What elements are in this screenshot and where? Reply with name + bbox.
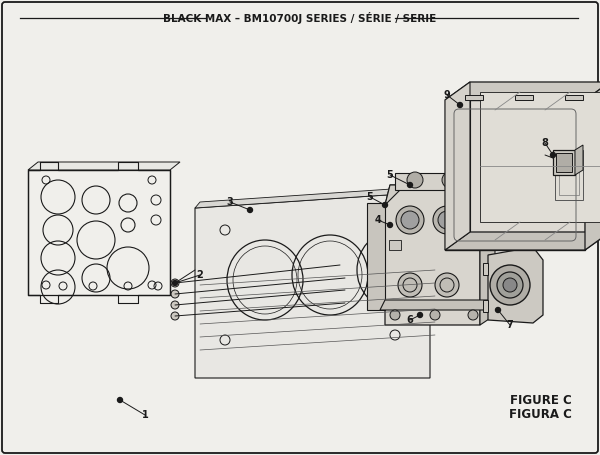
Polygon shape <box>575 145 583 175</box>
Text: 2: 2 <box>197 270 203 280</box>
Polygon shape <box>553 150 575 175</box>
Text: 5: 5 <box>386 170 394 180</box>
Text: 5: 5 <box>367 192 373 202</box>
Text: FIGURA C: FIGURA C <box>509 409 572 421</box>
Circle shape <box>551 152 556 157</box>
Circle shape <box>433 206 461 234</box>
Bar <box>555 150 583 200</box>
Circle shape <box>118 398 122 403</box>
Circle shape <box>388 222 392 228</box>
Circle shape <box>503 278 517 292</box>
Circle shape <box>171 290 179 298</box>
Polygon shape <box>380 300 495 310</box>
Circle shape <box>497 272 523 298</box>
Circle shape <box>390 310 400 320</box>
Polygon shape <box>195 192 430 378</box>
Circle shape <box>438 211 456 229</box>
Circle shape <box>173 280 178 285</box>
Circle shape <box>401 211 419 229</box>
Circle shape <box>407 182 413 187</box>
Polygon shape <box>515 95 533 100</box>
Polygon shape <box>470 82 600 232</box>
Circle shape <box>435 273 459 297</box>
Circle shape <box>468 310 478 320</box>
Polygon shape <box>28 162 180 170</box>
Circle shape <box>458 102 463 107</box>
Circle shape <box>418 313 422 318</box>
Text: 7: 7 <box>506 320 514 330</box>
Text: FIGURE C: FIGURE C <box>510 394 572 406</box>
Polygon shape <box>28 170 170 295</box>
Text: 4: 4 <box>374 215 382 225</box>
Circle shape <box>430 310 440 320</box>
Polygon shape <box>480 175 495 325</box>
Text: 1: 1 <box>142 410 148 420</box>
Polygon shape <box>445 232 600 250</box>
Circle shape <box>490 265 530 305</box>
Bar <box>389 240 401 250</box>
Text: BLACK MAX – BM10700J SERIES / SÉRIE / SERIE: BLACK MAX – BM10700J SERIES / SÉRIE / SE… <box>163 12 437 24</box>
Circle shape <box>171 279 179 287</box>
Circle shape <box>171 301 179 309</box>
Polygon shape <box>488 247 543 323</box>
Text: 8: 8 <box>542 138 548 148</box>
Bar <box>459 240 471 250</box>
Polygon shape <box>556 153 572 172</box>
Polygon shape <box>465 95 483 100</box>
Polygon shape <box>565 95 583 100</box>
Polygon shape <box>385 175 495 205</box>
Polygon shape <box>395 173 470 190</box>
Circle shape <box>398 273 422 297</box>
Circle shape <box>396 206 424 234</box>
Polygon shape <box>480 92 600 222</box>
Circle shape <box>171 312 179 320</box>
Circle shape <box>248 207 253 212</box>
Polygon shape <box>483 263 488 275</box>
Polygon shape <box>367 203 385 310</box>
Bar <box>559 155 579 195</box>
Polygon shape <box>483 300 488 312</box>
Circle shape <box>496 308 500 313</box>
Polygon shape <box>445 82 600 100</box>
Polygon shape <box>585 82 600 250</box>
Text: 6: 6 <box>407 315 413 325</box>
Text: 3: 3 <box>227 197 233 207</box>
Circle shape <box>407 172 423 188</box>
Polygon shape <box>385 185 480 325</box>
Text: 9: 9 <box>443 90 451 100</box>
Polygon shape <box>195 186 436 208</box>
Circle shape <box>442 172 458 188</box>
Circle shape <box>383 202 388 207</box>
Polygon shape <box>445 82 470 250</box>
